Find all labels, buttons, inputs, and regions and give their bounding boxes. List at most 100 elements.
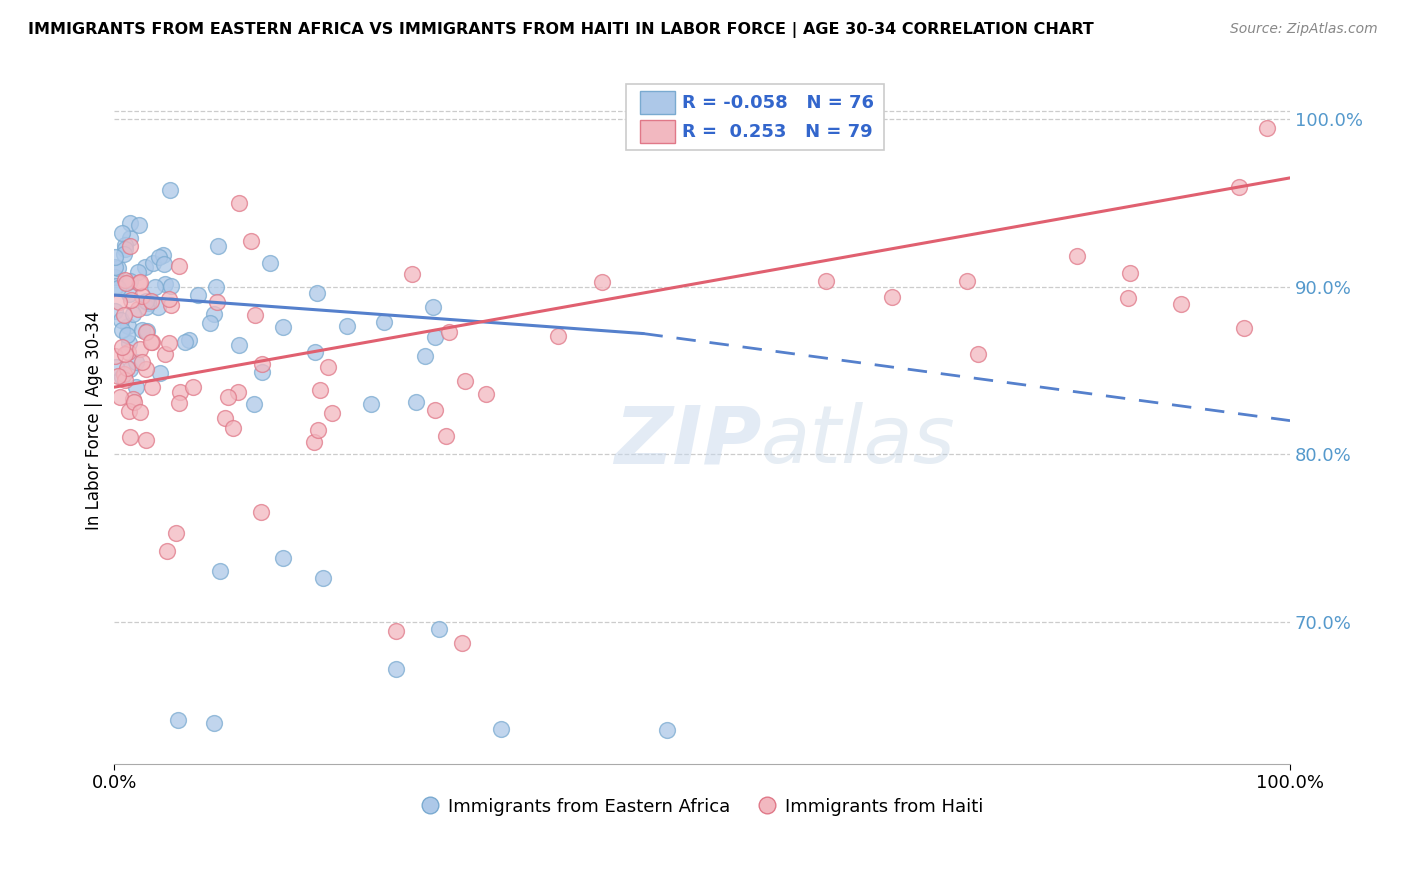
Point (336, 318, 359, 333)
Point (228, 337, 250, 351)
Point (655, 723, 678, 738)
Point (118, 216, 141, 230)
Point (155, 347, 177, 361)
Point (209, 564, 232, 578)
Point (475, 387, 498, 401)
Point (591, 276, 613, 290)
Point (148, 250, 170, 264)
Point (271, 551, 294, 566)
Point (129, 343, 152, 357)
Point (228, 196, 250, 211)
Point (187, 287, 209, 301)
Point (112, 247, 135, 261)
Point (221, 420, 243, 434)
Point (183, 380, 205, 394)
Point (160, 279, 183, 293)
Point (153, 257, 176, 271)
FancyBboxPatch shape (640, 120, 675, 143)
Point (1233, 321, 1256, 335)
Point (423, 329, 446, 343)
Point (114, 373, 136, 387)
Point (131, 289, 153, 303)
Point (316, 360, 339, 375)
Point (122, 307, 145, 321)
Point (105, 278, 128, 293)
Point (437, 326, 460, 340)
Point (107, 368, 129, 383)
Point (111, 323, 134, 337)
Point (321, 406, 343, 420)
Point (242, 397, 264, 411)
Point (167, 259, 190, 273)
Point (373, 315, 395, 329)
Point (135, 433, 157, 447)
Point (114, 238, 136, 252)
Point (127, 301, 149, 316)
Point (114, 272, 136, 286)
Point (135, 300, 157, 314)
Point (413, 349, 436, 363)
Point (107, 281, 129, 295)
Text: Source: ZipAtlas.com: Source: ZipAtlas.com (1230, 22, 1378, 37)
Point (104, 260, 127, 274)
Point (118, 430, 141, 444)
Point (115, 276, 138, 290)
Point (302, 435, 325, 450)
Point (139, 293, 162, 308)
Point (104, 304, 127, 318)
Legend: Immigrants from Eastern Africa, Immigrants from Haiti: Immigrants from Eastern Africa, Immigran… (413, 790, 990, 823)
Point (956, 274, 979, 288)
Point (205, 279, 228, 293)
Point (547, 329, 569, 343)
Point (114, 367, 136, 381)
Point (111, 340, 134, 354)
Point (142, 256, 165, 270)
Point (146, 300, 169, 314)
Point (121, 392, 143, 407)
Point (114, 242, 136, 256)
Point (136, 324, 159, 338)
Point (207, 239, 229, 253)
Point (422, 301, 444, 315)
Point (139, 334, 162, 349)
Point (135, 325, 157, 339)
Text: IMMIGRANTS FROM EASTERN AFRICA VS IMMIGRANTS FROM HAITI IN LABOR FORCE | AGE 30-: IMMIGRANTS FROM EASTERN AFRICA VS IMMIGR… (28, 22, 1094, 38)
Point (405, 395, 427, 409)
Point (423, 402, 446, 417)
Point (135, 362, 157, 376)
Point (112, 308, 135, 322)
Point (111, 227, 134, 241)
Point (128, 276, 150, 290)
Point (165, 526, 187, 541)
Point (105, 359, 128, 374)
Point (134, 260, 156, 274)
Point (127, 265, 149, 279)
Point (305, 286, 328, 301)
Point (198, 316, 221, 330)
Point (259, 256, 281, 270)
Point (202, 307, 225, 321)
Point (122, 395, 145, 409)
Point (360, 397, 382, 411)
Point (307, 423, 329, 437)
Point (108, 295, 131, 310)
Point (304, 345, 326, 359)
Point (118, 231, 141, 245)
Point (111, 369, 134, 384)
Text: R =  0.253   N = 79: R = 0.253 N = 79 (682, 123, 873, 141)
FancyBboxPatch shape (640, 91, 675, 114)
Point (250, 365, 273, 379)
Point (115, 360, 138, 375)
Point (239, 234, 262, 248)
Point (489, 722, 512, 736)
Point (202, 715, 225, 730)
Text: atlas: atlas (761, 402, 956, 480)
Point (118, 361, 141, 376)
FancyBboxPatch shape (626, 85, 884, 150)
Point (205, 294, 228, 309)
Point (129, 405, 152, 419)
Point (427, 623, 450, 637)
Point (434, 429, 457, 443)
Point (967, 346, 990, 360)
Point (131, 355, 153, 369)
